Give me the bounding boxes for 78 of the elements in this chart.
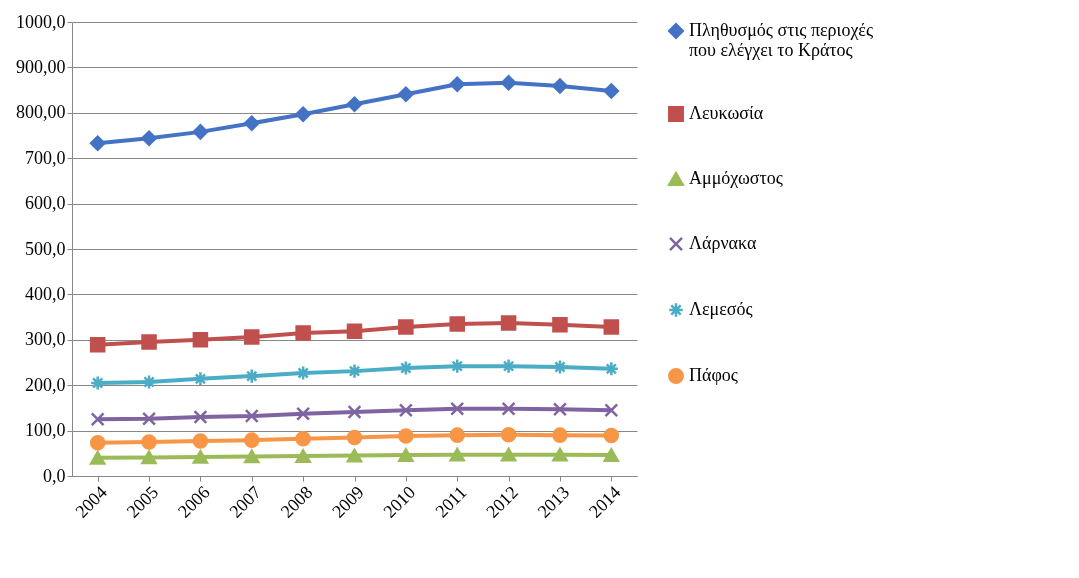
point — [90, 412, 105, 427]
point — [141, 334, 157, 350]
point — [449, 76, 465, 92]
point — [192, 450, 209, 464]
point — [552, 317, 568, 333]
point — [500, 426, 517, 443]
point — [552, 427, 568, 443]
point — [244, 408, 259, 424]
point — [89, 337, 106, 353]
point — [192, 332, 209, 348]
point — [450, 401, 465, 416]
point — [500, 315, 517, 331]
point — [398, 86, 414, 102]
y-tick-label: 200,0 — [25, 374, 66, 395]
legend-label: Πληθυσμός στις περιοχές που ελέγχει το Κράτος — [689, 20, 874, 60]
point — [552, 402, 568, 417]
point — [347, 404, 362, 420]
point — [244, 432, 260, 448]
point — [552, 78, 568, 94]
legend-label: Λευκωσία — [689, 103, 764, 123]
y-tick-label: 900,00 — [16, 56, 66, 77]
point — [603, 319, 620, 335]
y-tick-label: 100,0 — [25, 420, 66, 441]
point — [295, 325, 311, 341]
point — [244, 449, 260, 464]
point — [449, 427, 465, 443]
point — [398, 428, 414, 444]
y-tick-label: 600,0 — [25, 193, 66, 214]
point — [295, 431, 311, 447]
point — [398, 319, 414, 335]
y-tick-label: 800,00 — [16, 102, 66, 123]
y-tick-label: 700,0 — [25, 147, 66, 168]
point — [244, 115, 260, 132]
point — [346, 429, 363, 446]
y-tick-label: 400,0 — [25, 283, 66, 304]
point — [295, 365, 311, 381]
point — [244, 329, 260, 345]
point — [501, 401, 516, 416]
point — [398, 403, 413, 418]
legend-label: Πάφος — [689, 365, 738, 385]
y-tick-label: 0,0 — [43, 465, 66, 486]
point — [603, 427, 620, 444]
point — [449, 316, 465, 332]
point — [89, 435, 106, 451]
point — [296, 406, 311, 421]
point — [346, 96, 363, 112]
point — [449, 358, 465, 374]
point — [141, 434, 157, 450]
legend-label: Λεμεσός — [689, 299, 753, 319]
point — [603, 83, 620, 99]
legend-label: Αμμόχωστος — [689, 168, 783, 188]
point — [500, 75, 517, 91]
legend-label: Λάρνακα — [689, 233, 757, 253]
point — [141, 411, 157, 426]
point — [398, 448, 414, 463]
point — [141, 130, 157, 146]
point — [604, 403, 619, 418]
y-tick-label: 500,0 — [25, 238, 66, 259]
point — [89, 135, 106, 151]
point — [346, 448, 363, 463]
point — [552, 359, 568, 375]
point — [603, 448, 620, 463]
point — [500, 447, 517, 462]
point — [141, 374, 157, 390]
point — [398, 360, 414, 376]
point — [244, 368, 260, 384]
point — [449, 447, 465, 462]
point — [295, 106, 311, 122]
y-tick-label: 1000,0 — [16, 11, 66, 32]
y-tick-label: 300,0 — [25, 329, 66, 350]
point — [192, 124, 209, 140]
point — [193, 409, 208, 425]
point — [295, 449, 311, 463]
point — [552, 447, 568, 462]
point — [89, 450, 106, 465]
point — [141, 450, 157, 465]
point — [192, 433, 209, 449]
point — [346, 323, 363, 339]
